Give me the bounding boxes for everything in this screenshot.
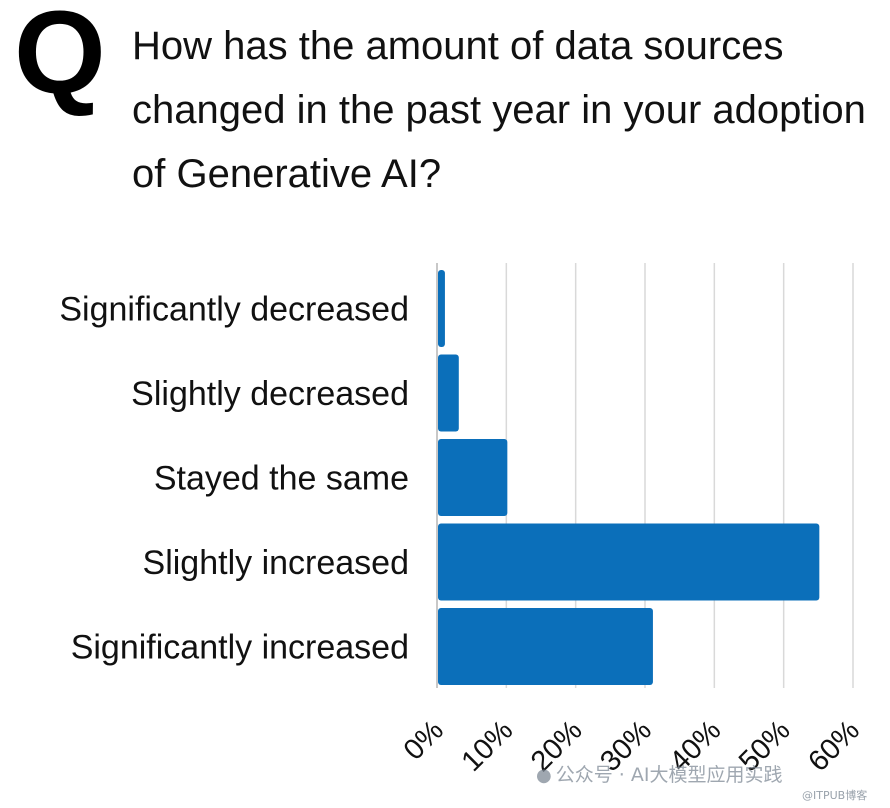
x-tick-label: 10% <box>456 714 520 778</box>
watermark-text: 公众号 · AI大模型应用实践 <box>555 764 783 786</box>
bar <box>438 354 459 432</box>
wechat-icon: ● <box>536 765 552 786</box>
x-tick-label: 60% <box>802 714 866 778</box>
watermark: ● 公众号 · AI大模型应用实践 <box>536 760 782 787</box>
category-label: Significantly decreased <box>59 291 409 329</box>
question-q-letter: Q <box>14 0 106 119</box>
category-label: Significantly increased <box>71 629 409 667</box>
watermark-source: @ITPUB博客 <box>802 789 868 802</box>
bar <box>438 608 653 685</box>
question-text: How has the amount of data sources chang… <box>132 24 866 196</box>
category-label: Slightly decreased <box>131 375 409 413</box>
category-label: Stayed the same <box>154 460 409 498</box>
bar <box>438 523 820 601</box>
question-header: Q How has the amount of data sources cha… <box>0 0 890 230</box>
category-label: Slightly increased <box>143 544 409 582</box>
chart-category-labels: Significantly decreased Slightly decrease… <box>59 291 409 667</box>
bar <box>438 439 508 516</box>
x-tick-label: 0% <box>398 714 450 766</box>
bar <box>438 270 445 347</box>
chart-bars <box>438 270 820 685</box>
